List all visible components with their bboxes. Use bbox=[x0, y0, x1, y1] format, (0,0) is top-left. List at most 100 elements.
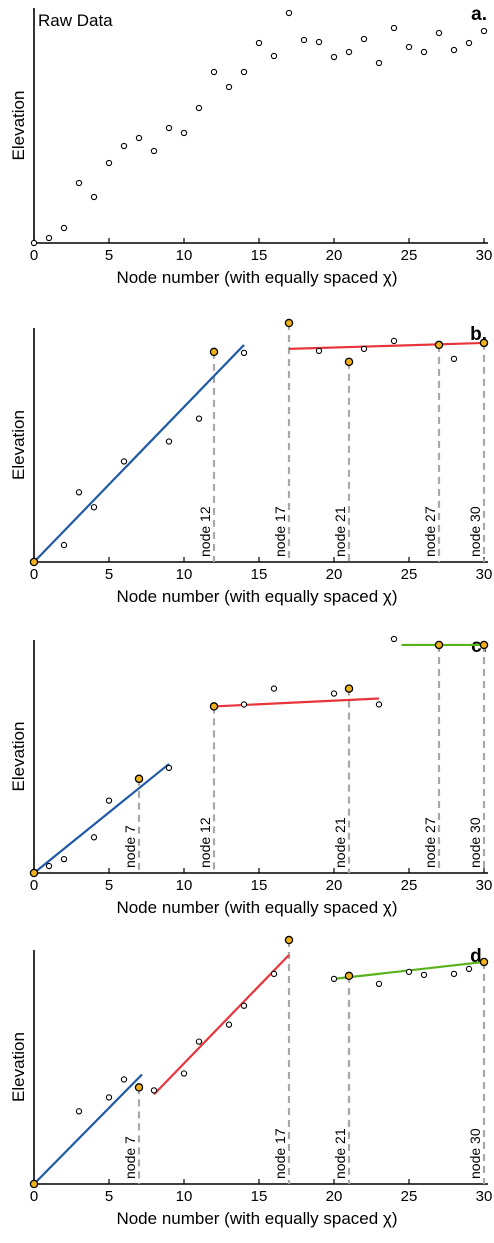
x-tick-label: 10 bbox=[176, 247, 193, 264]
breakpoint-node bbox=[344, 971, 354, 981]
data-point bbox=[450, 46, 458, 54]
data-point bbox=[480, 27, 488, 35]
data-point bbox=[60, 541, 68, 549]
data-point bbox=[375, 980, 383, 988]
data-point bbox=[90, 504, 98, 511]
data-point bbox=[165, 438, 173, 445]
breakpoint-node bbox=[29, 1179, 39, 1189]
data-point bbox=[60, 855, 68, 863]
breakpoint-node bbox=[434, 340, 444, 350]
data-point bbox=[420, 971, 428, 979]
fit-line bbox=[288, 341, 485, 351]
data-point bbox=[165, 764, 173, 772]
panel-a: 0 5 10 15 20 25 30 Node number (with equally sp… bbox=[9, 4, 492, 287]
data-point bbox=[270, 685, 278, 692]
data-point bbox=[180, 129, 188, 137]
node-label: node 17 bbox=[272, 506, 288, 557]
node-label: node 17 bbox=[272, 1128, 288, 1179]
data-point bbox=[450, 355, 458, 363]
x-tick-label: 15 bbox=[251, 1188, 268, 1205]
data-point bbox=[105, 1094, 113, 1101]
data-point bbox=[150, 147, 158, 155]
data-point bbox=[285, 9, 293, 17]
data-point bbox=[390, 337, 398, 345]
node-label: node 12 bbox=[197, 817, 213, 868]
x-tick-label: 0 bbox=[30, 877, 38, 894]
data-point bbox=[165, 124, 173, 132]
data-point bbox=[120, 458, 128, 465]
panel-label: a. bbox=[471, 4, 487, 25]
data-point bbox=[225, 83, 233, 91]
data-point bbox=[450, 970, 458, 978]
breakpoint-node bbox=[479, 338, 489, 348]
data-point bbox=[30, 239, 38, 247]
data-point bbox=[120, 142, 128, 150]
x-tick-label: 30 bbox=[476, 1188, 493, 1205]
data-point bbox=[255, 39, 263, 47]
data-point bbox=[90, 193, 98, 201]
x-tick-label: 0 bbox=[30, 1188, 38, 1205]
x-axis-label: Node number (with equally spaced χ) bbox=[116, 587, 397, 606]
fit-line bbox=[33, 1073, 143, 1185]
data-point bbox=[345, 48, 353, 56]
x-tick-label: 10 bbox=[176, 877, 193, 894]
node-label: node 7 bbox=[122, 825, 138, 868]
data-point bbox=[210, 68, 218, 76]
data-point bbox=[240, 68, 248, 76]
breakpoint-node bbox=[134, 1083, 144, 1092]
node-label: node 7 bbox=[122, 1136, 138, 1179]
data-point bbox=[330, 690, 338, 697]
data-point bbox=[390, 635, 398, 643]
data-point bbox=[270, 970, 278, 978]
x-tick-label: 10 bbox=[176, 566, 193, 583]
data-point bbox=[150, 1087, 158, 1094]
data-point bbox=[60, 224, 68, 232]
x-axis-label: Node number (with equally spaced χ) bbox=[116, 268, 397, 287]
data-point bbox=[270, 52, 278, 60]
x-tick-label: 25 bbox=[401, 877, 418, 894]
x-tick-label: 20 bbox=[326, 247, 343, 264]
x-tick-label: 5 bbox=[105, 877, 113, 894]
data-point bbox=[105, 159, 113, 167]
data-point bbox=[420, 48, 428, 56]
x-tick-label: 25 bbox=[401, 247, 418, 264]
x-tick-label: 5 bbox=[105, 566, 113, 583]
data-point bbox=[75, 179, 83, 187]
data-point bbox=[465, 39, 473, 47]
data-point bbox=[240, 349, 248, 357]
breakpoint-node bbox=[479, 957, 489, 967]
data-point bbox=[330, 975, 338, 983]
data-point bbox=[75, 489, 83, 496]
fit-line bbox=[33, 763, 170, 874]
x-tick-label: 20 bbox=[326, 1188, 343, 1205]
chart-title: Raw Data bbox=[38, 11, 113, 30]
x-axis-label: Node number (with equally spaced χ) bbox=[116, 1209, 397, 1228]
x-tick-label: 15 bbox=[251, 877, 268, 894]
data-point bbox=[240, 1002, 248, 1009]
breakpoint-node bbox=[29, 557, 39, 567]
x-tick-label: 30 bbox=[476, 877, 493, 894]
x-tick-label: 15 bbox=[251, 247, 268, 264]
breakpoint-node bbox=[284, 935, 294, 945]
y-axis-label: Elevation bbox=[9, 91, 28, 161]
data-point bbox=[135, 134, 143, 142]
data-point bbox=[195, 1038, 203, 1045]
x-tick-label: 15 bbox=[251, 566, 268, 583]
breakpoint-node bbox=[29, 868, 39, 878]
data-point bbox=[45, 862, 53, 870]
data-point bbox=[225, 1021, 233, 1028]
x-tick-label: 20 bbox=[326, 566, 343, 583]
y-axis-label: Elevation bbox=[9, 1032, 28, 1102]
panel-d: 0 5 10 15 20 25 30 Node number (with equally sp… bbox=[9, 935, 493, 1228]
data-point bbox=[315, 38, 323, 46]
breakpoint-node bbox=[284, 318, 294, 328]
data-point bbox=[375, 59, 383, 67]
panel-b: 0 5 10 15 20 25 30 Node number (with equally sp… bbox=[9, 318, 492, 606]
data-point bbox=[315, 347, 323, 355]
data-point bbox=[195, 104, 203, 112]
node-label: node 27 bbox=[422, 817, 438, 868]
fit-line bbox=[153, 954, 290, 1096]
x-tick-label: 10 bbox=[176, 1188, 193, 1205]
breakpoint-node bbox=[344, 357, 354, 367]
